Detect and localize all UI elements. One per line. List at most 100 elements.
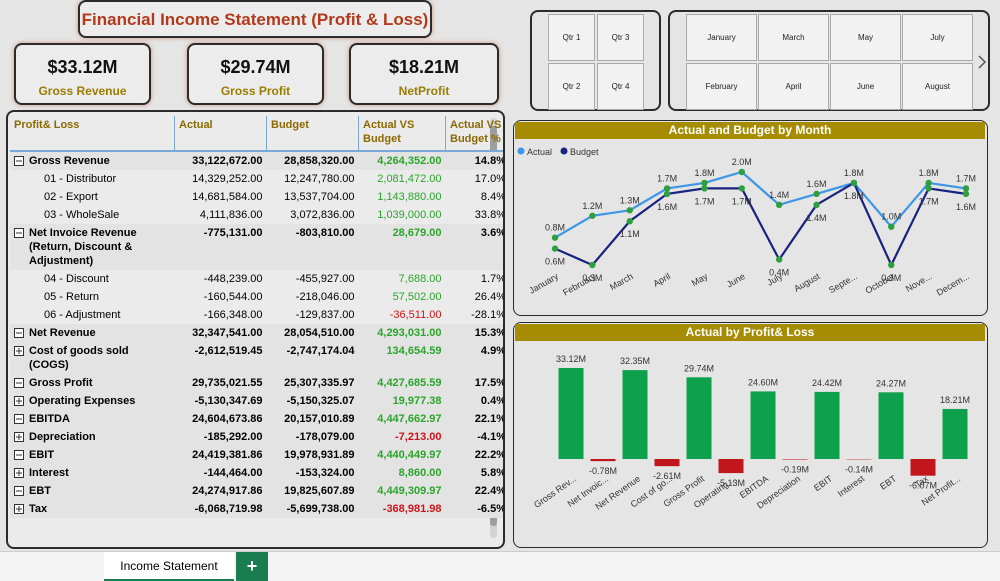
data-label: 24.60M: [748, 377, 778, 387]
data-label: 1.7M: [732, 196, 752, 206]
cell: 24,419,381.86: [192, 449, 263, 461]
quarter-button[interactable]: Qtr 3: [597, 14, 644, 61]
x-tick-label: Interest: [836, 473, 867, 499]
cell: -5,150,325.07: [286, 395, 355, 407]
expand-icon[interactable]: [14, 396, 24, 406]
data-label: 1.6M: [956, 202, 976, 212]
cell: -2,747,174.04: [286, 345, 355, 357]
cell: -2,612,519.45: [194, 345, 263, 357]
series-line: [554, 170, 967, 239]
row-label-wrap: 01 - Distributor: [44, 172, 171, 186]
data-point: [813, 201, 820, 209]
quarter-button[interactable]: Qtr 4: [597, 63, 644, 110]
month-button[interactable]: January: [686, 14, 757, 61]
column-header: Profit& Loss: [10, 116, 175, 152]
quarter-button[interactable]: Qtr 2: [548, 63, 595, 110]
expand-icon[interactable]: [14, 228, 24, 238]
expand-icon[interactable]: [14, 346, 24, 356]
expand-icon[interactable]: [14, 414, 24, 424]
row-label-wrap: Gross Revenue: [14, 154, 171, 168]
data-label: 1.8M: [919, 168, 939, 178]
legend-marker: [560, 147, 568, 155]
row-label-text: EBIT: [29, 449, 55, 461]
cell: 3.6%: [480, 227, 505, 239]
data-point: [775, 201, 783, 209]
data-point: [551, 234, 559, 241]
expand-icon[interactable]: [14, 468, 24, 478]
scrollbar[interactable]: [490, 118, 497, 538]
expand-icon[interactable]: [14, 486, 24, 496]
cell: 7,688.00: [398, 273, 442, 285]
bar: [878, 392, 904, 459]
kpi-card: $29.74M Gross Profit: [187, 43, 324, 105]
data-label: 1.3M: [620, 195, 640, 205]
table-row: Net Invoice Revenue (Return, Discount & …: [10, 224, 505, 270]
bar: [590, 459, 616, 462]
month-button[interactable]: May: [830, 14, 901, 61]
data-label: 2.0M: [732, 157, 752, 167]
cell: -6.5%: [477, 503, 505, 515]
row-label-wrap: 02 - Export: [44, 190, 171, 204]
month-button[interactable]: August: [902, 63, 973, 110]
cell: 4,111,836.00: [199, 209, 263, 221]
cell: 5.8%: [480, 467, 505, 479]
data-point: [775, 256, 783, 263]
table-row: Gross Revenue 33,122,672.00 28,858,320.00 4…: [10, 151, 503, 170]
x-tick-label: May: [690, 271, 710, 288]
data-label: 1.7M: [657, 173, 677, 183]
table-row: Tax -6,068,719.98 -5,699,738.00 -368,981.98…: [10, 500, 505, 518]
expand-icon[interactable]: [14, 378, 24, 388]
cell: 28,679.00: [392, 227, 442, 239]
row-label-text: 05 - Return: [44, 291, 100, 303]
month-button[interactable]: March: [758, 14, 829, 61]
add-tab[interactable]: +: [236, 552, 268, 581]
data-label: -0.14M: [845, 464, 873, 474]
expand-icon[interactable]: [14, 504, 24, 514]
row-label: EBIT: [10, 446, 175, 464]
table-row: 03 - WholeSale 4,111,836.00 3,072,836.00 1,…: [10, 206, 503, 224]
bottom-bar: Income Statement +: [0, 551, 1000, 581]
data-point: [888, 223, 895, 230]
column-header: Actual: [174, 116, 267, 152]
quarter-button[interactable]: Qtr 1: [548, 14, 595, 61]
table-row: EBITDA 24,604,673.86 20,157,010.89 4,447,66…: [10, 410, 503, 428]
expand-icon[interactable]: [14, 450, 24, 460]
cell: -5,699,738.00: [286, 503, 355, 515]
page-tab[interactable]: Income Statement: [104, 552, 234, 581]
cell: 4,264,352.00: [377, 155, 442, 167]
data-label: 1.1M: [620, 229, 640, 239]
row-label: Depreciation: [10, 428, 175, 446]
row-label: Operating Expenses: [10, 392, 175, 410]
expand-icon[interactable]: [14, 432, 24, 442]
expand-icon[interactable]: [14, 156, 24, 166]
table-row: 06 - Adjustment -166,348.00 -129,837.00 -36…: [10, 306, 503, 324]
data-point: [925, 179, 932, 187]
row-label-wrap: Gross Profit: [14, 376, 171, 390]
expand-icon[interactable]: [14, 328, 24, 338]
cell: -178,079.00: [295, 431, 355, 443]
table-row: 02 - Export 14,681,584.00 13,537,704.00 1,1…: [10, 188, 503, 206]
scroll-arrow[interactable]: [976, 54, 988, 70]
data-label: 1.7M: [694, 196, 714, 206]
month-button[interactable]: February: [686, 63, 757, 110]
row-label: 01 - Distributor: [10, 170, 175, 188]
row-label-wrap: Interest: [14, 466, 171, 480]
month-button[interactable]: July: [902, 14, 973, 61]
legend-label: Actual: [527, 147, 552, 157]
month-button[interactable]: April: [758, 63, 829, 110]
cell: 12,247,780.00: [284, 173, 355, 185]
row-label-wrap: Cost of goods sold (COGS): [14, 344, 171, 372]
row-label: 05 - Return: [10, 288, 175, 306]
data-label: 0.3M: [881, 273, 901, 283]
cell: -6,068,719.98: [194, 503, 263, 515]
cell: 22.2%: [474, 449, 505, 461]
bar: [686, 377, 712, 459]
data-label: 1.0M: [881, 212, 901, 222]
legend-label: Budget: [570, 147, 599, 157]
table-row: EBT 24,274,917.86 19,825,607.89 4,449,309.9…: [10, 482, 503, 500]
row-label-wrap: Operating Expenses: [14, 394, 171, 408]
month-button[interactable]: June: [830, 63, 901, 110]
data-point: [701, 185, 708, 192]
title-box: Financial Income Statement (Profit & Los…: [78, 0, 432, 38]
